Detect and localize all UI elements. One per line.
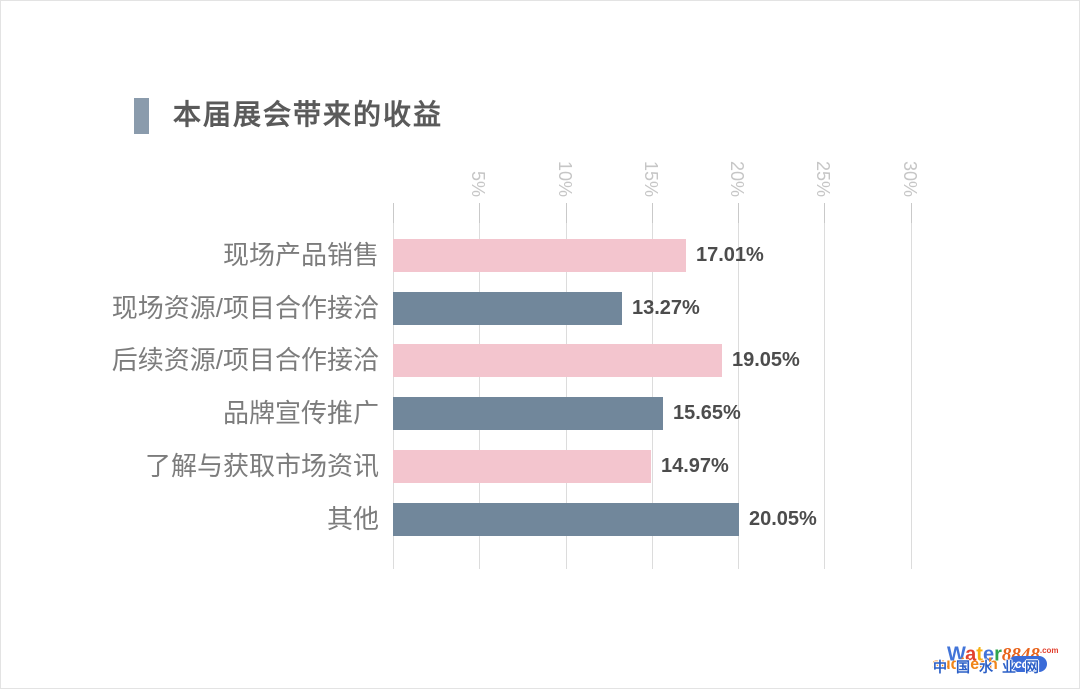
value-label: 19.05% — [732, 349, 800, 371]
x-tick-mark-30 — [911, 203, 912, 223]
chart-title: 本届展会带来的收益 — [173, 99, 444, 130]
gridline-10 — [566, 223, 567, 569]
category-label: 品牌宣传推广 — [222, 398, 379, 428]
gridline-30 — [911, 223, 912, 569]
x-tick-label-15: 15% — [641, 160, 661, 197]
x-tick-mark-20 — [738, 203, 739, 223]
bar — [393, 344, 722, 377]
value-label: 14.97% — [661, 455, 729, 477]
watermark-letter: t — [976, 643, 983, 666]
x-tick-mark-5 — [479, 203, 480, 223]
watermark-letter: a — [965, 643, 977, 666]
bar — [393, 397, 663, 430]
watermark-suqitech-text: suqitech — [932, 656, 998, 673]
watermark-chinese-text: 中国水业网 — [933, 659, 1048, 675]
watermark-letter: r — [994, 643, 1002, 666]
x-tick-label-25: 25% — [813, 160, 833, 197]
gridline-15 — [652, 223, 653, 569]
x-tick-label-30: 30% — [900, 160, 920, 197]
gridline-5 — [479, 223, 480, 569]
category-label: 其他 — [326, 504, 379, 534]
title-marker — [134, 98, 149, 134]
gridline-20 — [738, 223, 739, 569]
category-label: 了解与获取市场资讯 — [144, 451, 379, 481]
watermark-dotcom-small: .com — [1039, 646, 1059, 655]
value-label: 17.01% — [696, 244, 764, 266]
watermark-letter: W — [947, 643, 966, 666]
watermark-com-badge: com — [1008, 656, 1047, 672]
category-label: 现场产品销售 — [222, 240, 379, 270]
value-label: 15.65% — [673, 402, 741, 424]
bar — [393, 503, 739, 536]
x-tick-label-20: 20% — [727, 160, 747, 197]
x-tick-mark-15 — [652, 203, 653, 223]
watermark-logo: Water8848.com suqitech com 中国水业网 — [932, 641, 1079, 688]
value-label: 13.27% — [632, 297, 700, 319]
x-tick-mark-10 — [566, 203, 567, 223]
x-tick-mark-25 — [824, 203, 825, 223]
category-label: 后续资源/项目合作接洽 — [111, 345, 379, 375]
x-tick-label-10: 10% — [555, 160, 575, 197]
watermark-letter: e — [982, 643, 995, 666]
bar — [393, 239, 686, 272]
watermark-water-word: Water — [947, 644, 1002, 666]
x-tick-mark-0 — [393, 203, 394, 223]
gridline-25 — [824, 223, 825, 569]
bar — [393, 450, 651, 483]
gridline-0 — [393, 223, 394, 569]
category-label: 现场资源/项目合作接洽 — [111, 293, 379, 323]
value-label: 20.05% — [749, 508, 817, 530]
bar — [393, 292, 622, 325]
x-tick-label-5: 5% — [468, 170, 488, 197]
